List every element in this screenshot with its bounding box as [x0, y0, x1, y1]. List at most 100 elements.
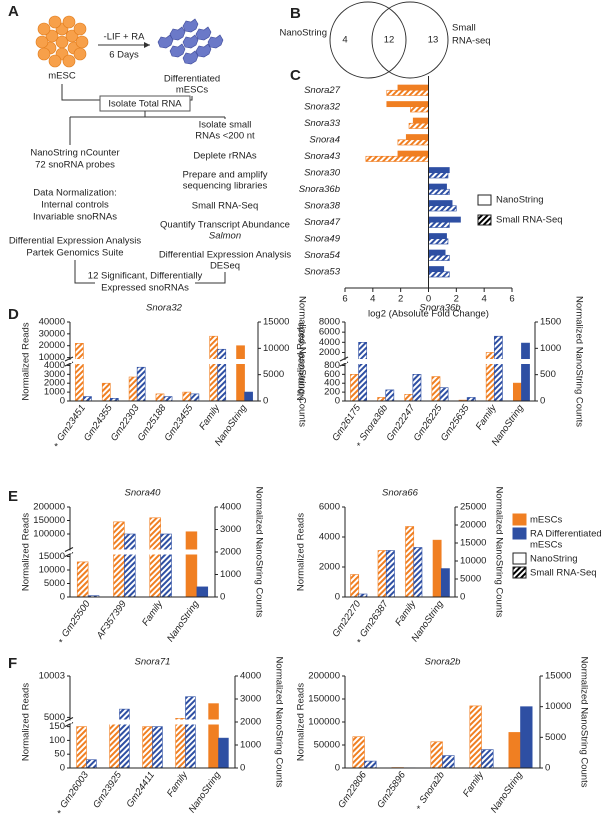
flow-text: Differential Expression Analysis [9, 236, 142, 247]
y-tick-label: Snora47 [304, 217, 341, 228]
cell [73, 47, 87, 61]
chart-title: Snora40 [125, 488, 162, 499]
y-tick-label: Snora43 [304, 151, 341, 162]
venn-count: 4 [342, 35, 347, 46]
y-tick-label: 2000 [319, 347, 340, 358]
y2-tick-label: 0 [240, 763, 245, 774]
flow-text: mESC [48, 71, 76, 82]
bar [365, 155, 429, 162]
y-tick-label: 100000 [33, 529, 65, 540]
y-tick-label: Snora33 [304, 118, 341, 129]
y2-axis-label: Normalized NanoString Counts [493, 487, 504, 618]
y-axis-label: Normalized Reads [21, 683, 32, 761]
bar [432, 539, 442, 598]
y2-tick-label: 1500 [540, 317, 561, 328]
venn-circle [371, 1, 449, 79]
y-tick-label: 1000 [44, 387, 65, 398]
y-tick-label: 200000 [33, 502, 65, 513]
asterisk: * [357, 441, 361, 452]
y-tick-label: Snora53 [304, 266, 341, 277]
axis-break [68, 720, 72, 724]
cell [169, 26, 186, 41]
x-tick-label: 2 [454, 294, 459, 305]
y-tick-label: 10003 [39, 671, 65, 682]
y-tick-label: 100000 [308, 717, 340, 728]
bar [209, 335, 219, 402]
bar [350, 574, 360, 598]
flow-text: Deplete rRNAs [193, 151, 257, 162]
bar [428, 172, 449, 179]
bar [439, 387, 449, 402]
bar [410, 106, 429, 113]
bar [101, 382, 111, 402]
venn-count: 12 [384, 35, 395, 46]
cell [48, 54, 62, 68]
cell [75, 35, 89, 49]
panel-label: A [8, 3, 19, 20]
x-tick-label: 4 [370, 294, 375, 305]
y-tick-label: 0 [335, 763, 340, 774]
bar [109, 720, 120, 769]
bar [428, 167, 450, 174]
venn-count: 13 [428, 35, 439, 46]
x-tick-label: Family [393, 598, 419, 628]
legend-swatch [512, 552, 527, 565]
y2-axis-label: Normalized NanoString Counts [253, 487, 264, 618]
bar [377, 550, 387, 598]
bar [76, 561, 89, 598]
flow-text: Quantify Transcript Abundance [160, 220, 290, 231]
bar [75, 343, 84, 402]
flow-text: Invariable snoRNAs [33, 212, 117, 223]
y-tick-label: Snora54 [304, 250, 340, 261]
y-tick-label: 5000 [44, 578, 65, 589]
y-tick-label: Snora4 [309, 134, 340, 145]
y-tick-label: 10000 [39, 352, 65, 363]
flow-text: 12 Significant, Differentially [88, 271, 203, 282]
bar [440, 568, 450, 598]
y-tick-label: 150000 [33, 515, 65, 526]
y2-tick-label: 2000 [240, 717, 261, 728]
flow-text: Salmon [209, 231, 241, 242]
y-tick-label: 20000 [39, 340, 65, 351]
arrow-head [144, 42, 150, 48]
y-tick-label: 50 [54, 749, 65, 760]
bar [397, 150, 429, 157]
y-tick-label: 0 [60, 396, 65, 407]
y2-tick-label: 15000 [545, 671, 571, 682]
bar [397, 84, 429, 91]
panel-label: D [8, 306, 19, 323]
bar [413, 547, 423, 598]
x-tick-label: Gm24411 [124, 770, 157, 810]
bar [175, 718, 186, 769]
bar [217, 348, 227, 402]
bar [493, 335, 503, 402]
chart-title: Snora32 [146, 303, 183, 314]
bar [430, 741, 443, 769]
bar [481, 749, 494, 769]
cell [207, 34, 224, 49]
cell [157, 34, 174, 49]
x-tick-label: Gm26003 [58, 769, 91, 810]
venn-label: Small [452, 23, 476, 34]
bar [386, 101, 429, 108]
cell [62, 54, 76, 68]
bar [521, 342, 530, 402]
cell [73, 22, 87, 36]
x-tick-label: Snora2b [417, 770, 447, 806]
bar [128, 376, 138, 402]
y2-tick-label: 0 [263, 396, 268, 407]
bar [428, 254, 450, 261]
cell [169, 43, 186, 58]
y-tick-label: 200 [324, 387, 340, 398]
panel-label: F [8, 655, 17, 672]
y2-tick-label: 1000 [540, 343, 561, 354]
y-tick-label: 30000 [39, 328, 65, 339]
axis-break [64, 719, 235, 725]
legend-label: Small RNA-Seq [496, 215, 563, 226]
flow-text: -LIF + RA [104, 32, 146, 43]
chart-title: Snora66 [382, 488, 419, 499]
y-tick-label: 600 [324, 369, 340, 380]
bar [405, 134, 429, 141]
y-tick-label: 400 [324, 378, 340, 389]
bar [428, 221, 450, 228]
